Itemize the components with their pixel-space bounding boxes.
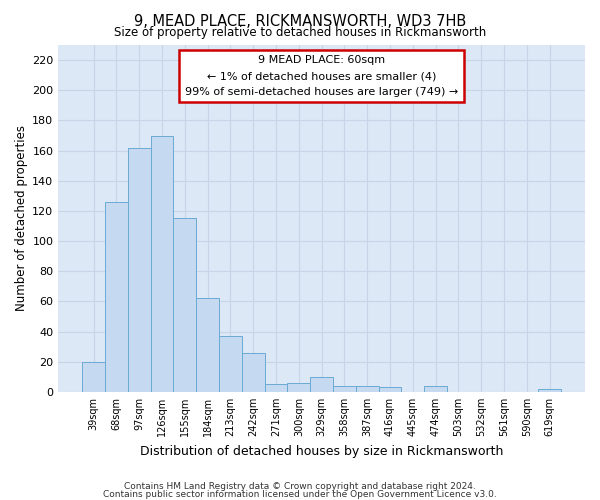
Text: 9, MEAD PLACE, RICKMANSWORTH, WD3 7HB: 9, MEAD PLACE, RICKMANSWORTH, WD3 7HB: [134, 14, 466, 29]
Bar: [219, 336, 242, 392]
Bar: [265, 384, 287, 392]
X-axis label: Distribution of detached houses by size in Rickmansworth: Distribution of detached houses by size …: [140, 444, 503, 458]
Bar: [287, 383, 310, 392]
Bar: [310, 377, 333, 392]
Bar: [196, 298, 219, 392]
Bar: [151, 136, 173, 392]
Bar: [82, 362, 105, 392]
Bar: [379, 388, 401, 392]
Text: Contains public sector information licensed under the Open Government Licence v3: Contains public sector information licen…: [103, 490, 497, 499]
Text: 9 MEAD PLACE: 60sqm
← 1% of detached houses are smaller (4)
99% of semi-detached: 9 MEAD PLACE: 60sqm ← 1% of detached hou…: [185, 56, 458, 96]
Text: Contains HM Land Registry data © Crown copyright and database right 2024.: Contains HM Land Registry data © Crown c…: [124, 482, 476, 491]
Bar: [424, 386, 447, 392]
Y-axis label: Number of detached properties: Number of detached properties: [15, 126, 28, 312]
Bar: [173, 218, 196, 392]
Bar: [333, 386, 356, 392]
Bar: [538, 389, 561, 392]
Bar: [105, 202, 128, 392]
Bar: [128, 148, 151, 392]
Bar: [242, 352, 265, 392]
Bar: [356, 386, 379, 392]
Text: Size of property relative to detached houses in Rickmansworth: Size of property relative to detached ho…: [114, 26, 486, 39]
